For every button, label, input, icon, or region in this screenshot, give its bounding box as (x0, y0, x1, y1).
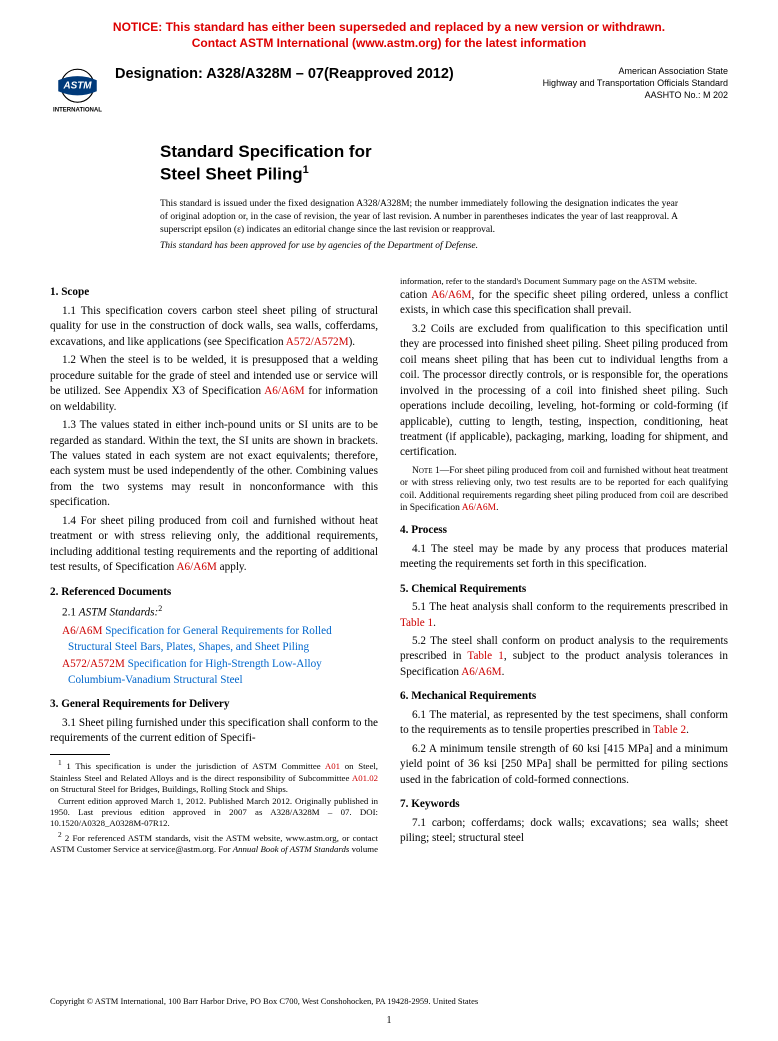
astm-logo: ASTM INTERNATIONAL (50, 61, 105, 116)
s3-heading: 3. General Requirements for Delivery (50, 697, 378, 712)
notice-line1: NOTICE: This standard has either been su… (113, 20, 665, 34)
link-table1-2[interactable]: Table 1 (467, 650, 503, 662)
notice-line2: Contact ASTM International (www.astm.org… (192, 36, 586, 50)
link-a6-2[interactable]: A6/A6M (176, 561, 216, 573)
s1-p4: 1.4 For sheet piling produced from coil … (50, 514, 378, 576)
header-row: ASTM INTERNATIONAL Designation: A328/A32… (50, 61, 728, 116)
designation-block: Designation: A328/A328M – 07(Reapproved … (115, 61, 543, 82)
aashto-block: American Association State Highway and T… (543, 66, 728, 101)
ref-a572-code[interactable]: A572/A572M (62, 658, 125, 670)
link-committee-a01[interactable]: A01 (325, 761, 340, 771)
s6-heading: 6. Mechanical Requirements (400, 689, 728, 704)
supersede-notice: NOTICE: This standard has either been su… (50, 20, 728, 51)
main-title: Standard Specification for Steel Sheet P… (160, 141, 678, 186)
dod-note: This standard has been approved for use … (160, 241, 678, 251)
aashto-line2: Highway and Transportation Officials Sta… (543, 78, 728, 90)
title-line1: Standard Specification for (160, 142, 372, 161)
s7-heading: 7. Keywords (400, 797, 728, 812)
footnote-1: 1 1 This specification is under the juri… (50, 758, 378, 795)
aashto-line1: American Association State (543, 66, 728, 78)
s4-p1: 4.1 The steel may be made by any process… (400, 542, 728, 573)
page-number: 1 (387, 1015, 392, 1026)
title-block: Standard Specification for Steel Sheet P… (160, 141, 678, 251)
footnote-rule (50, 754, 110, 755)
link-sub-a0102[interactable]: A01.02 (352, 773, 378, 783)
ref-a6: A6/A6M Specification for General Require… (68, 624, 378, 655)
issue-note: This standard is issued under the fixed … (160, 198, 678, 236)
s3-note: Note 1—For sheet piling produced from co… (400, 465, 728, 514)
s2-heading: 2. Referenced Documents (50, 585, 378, 600)
copyright: Copyright © ASTM International, 100 Barr… (50, 996, 478, 1006)
s5-p2: 5.2 The steel shall conform on product a… (400, 634, 728, 680)
link-table2[interactable]: Table 2 (653, 724, 686, 736)
designation-label: Designation: A328/A328M – 07(Reapproved … (115, 66, 543, 82)
s7-p1: 7.1 carbon; cofferdams; dock walls; exca… (400, 816, 728, 847)
s2-sub: 2.1 ASTM Standards:2 (50, 603, 378, 621)
link-a572[interactable]: A572/A572M (286, 336, 349, 348)
footnote-1b: Current edition approved March 1, 2012. … (50, 796, 378, 830)
s6-p1: 6.1 The material, as represented by the … (400, 708, 728, 739)
link-a6-4[interactable]: A6/A6M (461, 666, 501, 678)
svg-text:ASTM: ASTM (62, 81, 92, 92)
svg-text:INTERNATIONAL: INTERNATIONAL (53, 108, 102, 114)
s3-p1-cont: cation A6/A6M, for the specific sheet pi… (400, 288, 728, 319)
ref-a6-text[interactable]: Specification for General Requirements f… (68, 625, 332, 652)
s3-p1: 3.1 Sheet piling furnished under this sp… (50, 716, 378, 747)
s4-heading: 4. Process (400, 523, 728, 538)
ref-a6-code[interactable]: A6/A6M (62, 625, 102, 637)
s6-p2: 6.2 A minimum tensile strength of 60 ksi… (400, 742, 728, 788)
body-columns: 1. Scope 1.1 This specification covers c… (50, 276, 728, 855)
s1-p3: 1.3 The values stated in either inch-pou… (50, 418, 378, 511)
s5-p1: 5.1 The heat analysis shall conform to t… (400, 600, 728, 631)
ref-a572: A572/A572M Specification for High-Streng… (68, 657, 378, 688)
s5-heading: 5. Chemical Requirements (400, 582, 728, 597)
aashto-line3: AASHTO No.: M 202 (543, 90, 728, 102)
s1-p2: 1.2 When the steel is to be welded, it i… (50, 353, 378, 415)
link-a6-note[interactable]: A6/A6M (462, 503, 496, 513)
s1-heading: 1. Scope (50, 285, 378, 300)
link-a6[interactable]: A6/A6M (264, 385, 304, 397)
title-sup: 1 (303, 164, 309, 176)
s3-p2: 3.2 Coils are excluded from qualificatio… (400, 322, 728, 461)
title-line2: Steel Sheet Piling (160, 165, 303, 184)
link-table1[interactable]: Table 1 (400, 617, 433, 629)
link-a6-3[interactable]: A6/A6M (431, 289, 471, 301)
s1-p1: 1.1 This specification covers carbon ste… (50, 304, 378, 350)
